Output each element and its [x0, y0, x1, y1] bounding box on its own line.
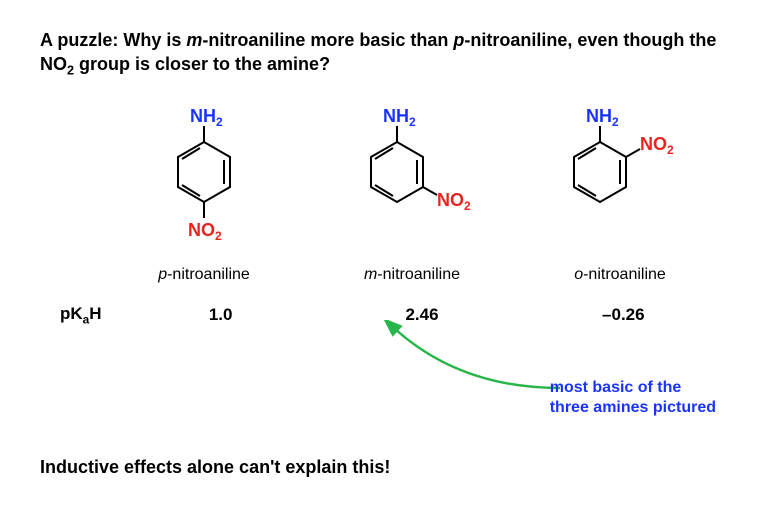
callout-line1: most basic of the — [550, 379, 682, 396]
svg-text:NH2: NH2 — [190, 106, 223, 129]
svg-text:NO2: NO2 — [640, 134, 674, 157]
svg-text:NO2: NO2 — [437, 190, 471, 213]
pka-m: 2.46 — [332, 305, 512, 325]
bottom-statement: Inductive effects alone can't explain th… — [40, 457, 390, 478]
svg-text:NO2: NO2 — [188, 220, 222, 243]
name-p: p-nitroaniline — [158, 266, 250, 284]
structure-p: NH2 NO2 — [144, 102, 264, 252]
pka-o: –0.26 — [533, 305, 713, 325]
pka-row: pKaH 1.0 2.46 –0.26 — [40, 304, 724, 326]
molecule-row: NH2 NO2 p-nitroaniline NH2 NO2 m-nitro — [100, 102, 724, 284]
molecule-o: NH2 NO2 o-nitroaniline — [530, 102, 710, 284]
name-o: o-nitroaniline — [574, 266, 666, 284]
puzzle-title: A puzzle: Why is m-nitroaniline more bas… — [40, 28, 744, 80]
svg-text:NH2: NH2 — [383, 106, 416, 129]
svg-text:NH2: NH2 — [586, 106, 619, 129]
molecule-p: NH2 NO2 p-nitroaniline — [114, 102, 294, 284]
callout-text: most basic of the three amines pictured — [550, 378, 716, 418]
structure-m: NH2 NO2 — [337, 102, 487, 252]
structure-o: NH2 NO2 — [540, 102, 700, 252]
pka-p: 1.0 — [131, 305, 311, 325]
name-m: m-nitroaniline — [364, 266, 460, 284]
callout-line2: three amines pictured — [550, 399, 716, 416]
molecule-m: NH2 NO2 m-nitroaniline — [322, 102, 502, 284]
